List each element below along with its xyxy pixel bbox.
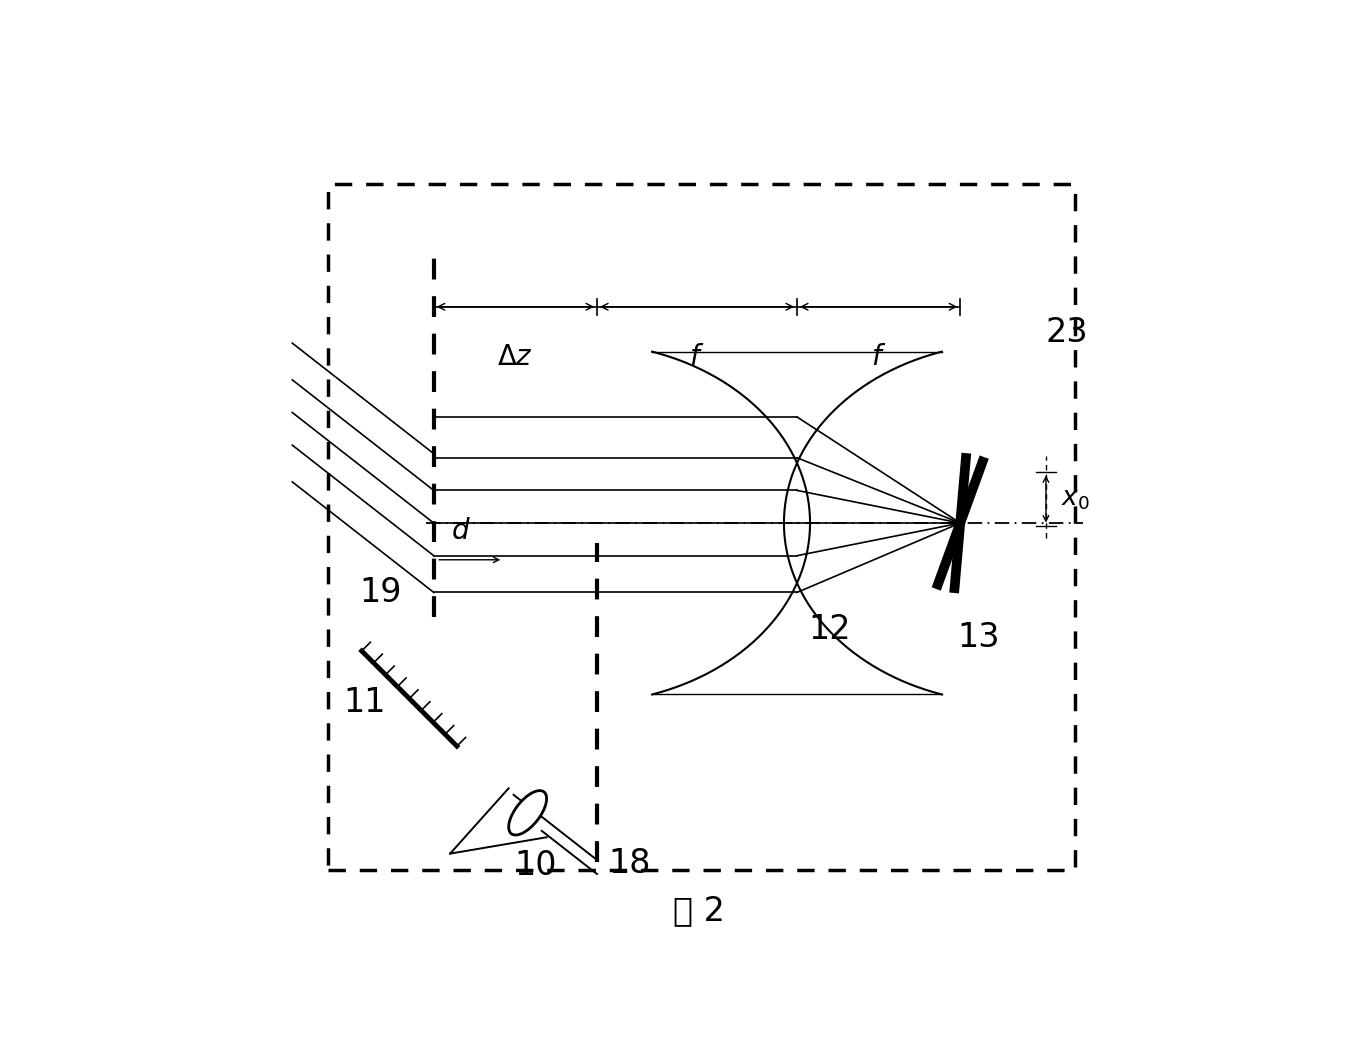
Text: $d$: $d$ [451,517,471,545]
Text: $f$: $f$ [689,343,705,371]
Text: $f$: $f$ [872,343,887,371]
Bar [327,184,1075,870]
Text: 13: 13 [958,621,1000,654]
Text: 10: 10 [514,849,557,882]
Text: 12: 12 [809,613,851,646]
Text: 18: 18 [608,847,651,880]
Text: 11: 11 [344,686,386,719]
Text: $x_0$: $x_0$ [1061,485,1090,512]
Text: 23: 23 [1045,316,1087,350]
Text: 19: 19 [360,576,402,608]
Text: 图 2: 图 2 [672,895,726,928]
Text: $\Delta z$: $\Delta z$ [498,343,533,371]
Ellipse shape [509,791,547,835]
